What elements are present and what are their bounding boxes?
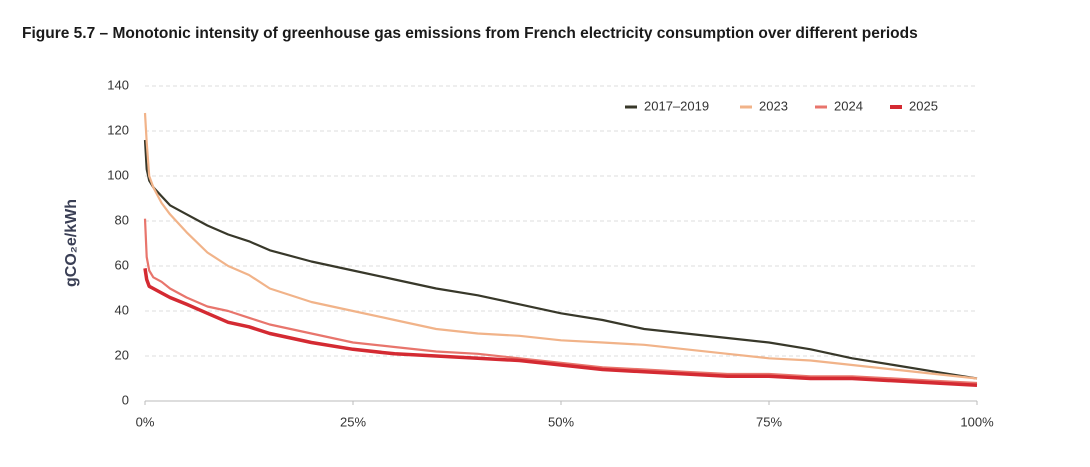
y-tick-label: 40 (115, 302, 129, 317)
y-tick-label: 20 (115, 347, 129, 362)
x-tick-label: 50% (548, 414, 574, 429)
x-tick-label: 100% (960, 414, 994, 429)
legend-label: 2017–2019 (644, 98, 709, 113)
chart-title: Figure 5.7 – Monotonic intensity of gree… (22, 25, 918, 42)
y-tick-label: 0 (122, 392, 129, 407)
y-tick-label: 60 (115, 257, 129, 272)
y-tick-label: 80 (115, 212, 129, 227)
line-series (143, 112, 978, 380)
line-series (143, 139, 978, 380)
legend-label: 2023 (759, 98, 788, 113)
line-series (143, 218, 978, 385)
x-tick-label: 25% (340, 414, 366, 429)
y-tick-label: 120 (107, 122, 129, 137)
line-series (143, 268, 978, 388)
legend-label: 2025 (909, 98, 938, 113)
y-axis-label: gCO₂e/kWh (63, 199, 80, 287)
legend-label: 2024 (834, 98, 863, 113)
y-tick-label: 100 (107, 167, 129, 182)
x-tick-label: 75% (756, 414, 782, 429)
x-tick-label: 0% (136, 414, 155, 429)
y-tick-label: 140 (107, 77, 129, 92)
